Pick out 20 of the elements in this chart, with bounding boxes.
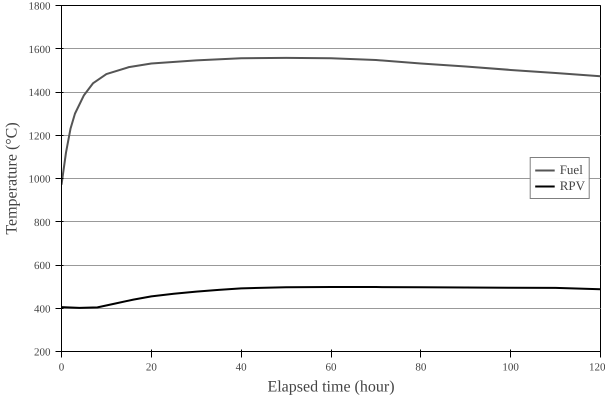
y-tick-label: 600 [34,260,51,272]
x-tick-label: 0 [58,362,65,374]
x-tick-label: 20 [146,362,158,374]
y-tick-label: 1600 [28,44,51,56]
x-tick-label: 40 [236,362,248,374]
y-tick-label: 800 [34,216,51,229]
x-axis-title: Elapsed time (hour) [267,378,395,396]
y-tick-label: 400 [34,303,51,316]
y-axis-title: Temperature (°C) [4,122,20,235]
y-tick-label: 1400 [28,87,51,99]
y-tick-label: 1800 [28,0,51,12]
x-tick-label: 80 [415,362,427,374]
x-tick-label: 100 [502,362,520,374]
x-tick-label: 60 [326,362,337,374]
legend-label: RPV [560,178,585,194]
y-tick-label: 1200 [28,130,51,142]
x-tick-label: 120 [589,362,606,374]
y-tick-label: 1000 [28,174,51,186]
y-tick-label: 200 [34,346,51,358]
legend-label: Fuel [560,162,583,178]
